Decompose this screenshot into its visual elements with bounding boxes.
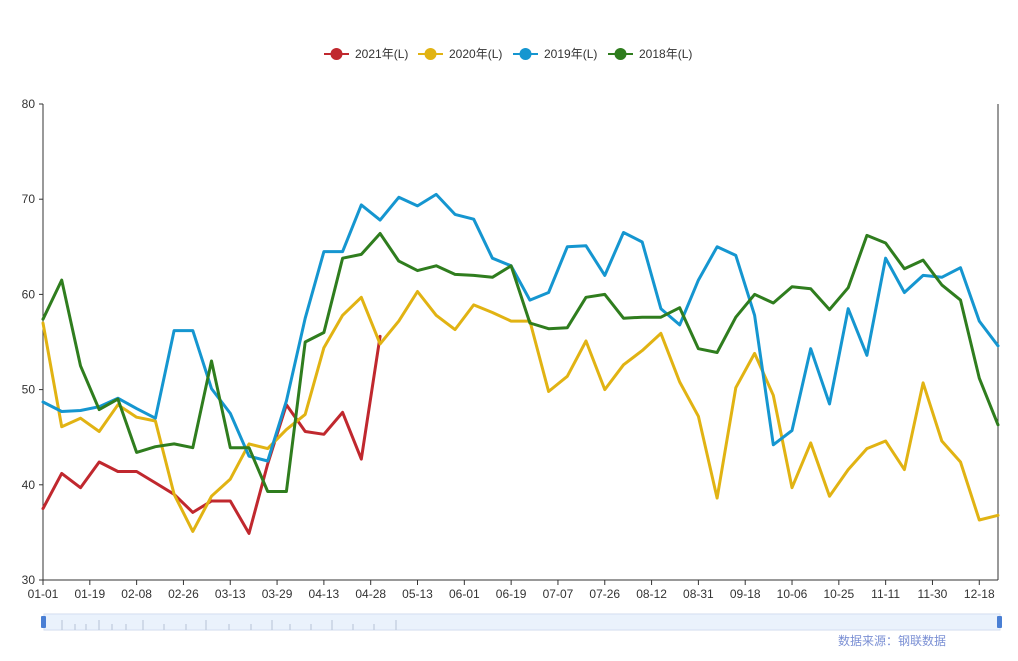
legend-label: 2020年(L) — [449, 47, 502, 61]
x-tick-label: 02-08 — [121, 587, 152, 601]
x-tick-label: 01-01 — [28, 587, 59, 601]
zoom-handle-left[interactable] — [41, 616, 46, 628]
legend[interactable]: 2021年(L) 2020年(L) 2019年(L) 2018年(L) — [324, 47, 692, 61]
x-tick-label: 03-29 — [262, 587, 293, 601]
y-tick-label: 40 — [22, 478, 36, 492]
source-note: 数据来源：钢联数据 — [838, 633, 946, 648]
x-tick-label: 01-19 — [74, 587, 105, 601]
x-tick-label: 08-31 — [683, 587, 714, 601]
y-tick-label: 60 — [22, 287, 36, 301]
x-tick-label: 12-18 — [964, 587, 995, 601]
y-tick-label: 30 — [22, 573, 36, 587]
x-tick-label: 09-18 — [730, 587, 761, 601]
x-tick-label: 10-06 — [777, 587, 808, 601]
x-tick-label: 07-26 — [589, 587, 620, 601]
legend-marker — [330, 48, 343, 60]
x-tick-label: 08-12 — [636, 587, 667, 601]
x-tick-label: 02-26 — [168, 587, 199, 601]
zoom-preview — [61, 620, 397, 630]
legend-marker — [519, 48, 532, 60]
x-axis: 01-01 01-19 02-08 02-26 03-13 03-29 04-13 04-28… — [28, 579, 998, 601]
legend-item-1[interactable]: 2020年(L) — [418, 47, 502, 61]
x-tick-label: 06-01 — [449, 587, 480, 601]
y-axis: 30 40 50 60 70 80 — [22, 97, 999, 587]
zoom-handle-right[interactable] — [997, 616, 1002, 628]
legend-label: 2021年(L) — [355, 47, 408, 61]
legend-item-2[interactable]: 2019年(L) — [513, 47, 597, 61]
x-tick-label: 11-30 — [918, 587, 948, 601]
x-tick-label: 04-13 — [309, 587, 340, 601]
x-tick-label: 06-19 — [496, 587, 527, 601]
x-tick-label: 10-25 — [823, 587, 854, 601]
x-tick-label: 04-28 — [355, 587, 386, 601]
legend-item-3[interactable]: 2018年(L) — [608, 47, 692, 61]
series-line-2[interactable] — [41, 192, 1000, 463]
legend-marker — [614, 48, 627, 60]
legend-item-0[interactable]: 2021年(L) — [324, 47, 408, 61]
legend-marker — [424, 48, 437, 60]
legend-label: 2019年(L) — [544, 47, 597, 61]
data-zoom-slider[interactable] — [41, 613, 1002, 631]
y-tick-label: 50 — [22, 383, 36, 397]
x-tick-label: 07-07 — [543, 587, 574, 601]
series-lines — [41, 192, 1000, 535]
y-tick-label: 80 — [22, 97, 36, 111]
series-line-1[interactable] — [41, 290, 1000, 533]
legend-label: 2018年(L) — [639, 47, 692, 61]
x-tick-label: 05-13 — [402, 587, 433, 601]
series-line-0[interactable] — [41, 334, 382, 535]
x-tick-label: 03-13 — [215, 587, 246, 601]
series-line-3[interactable] — [41, 232, 1000, 493]
x-tick-label: 11-11 — [871, 587, 900, 601]
zoom-selection[interactable] — [44, 614, 1000, 630]
y-tick-label: 70 — [22, 192, 36, 206]
